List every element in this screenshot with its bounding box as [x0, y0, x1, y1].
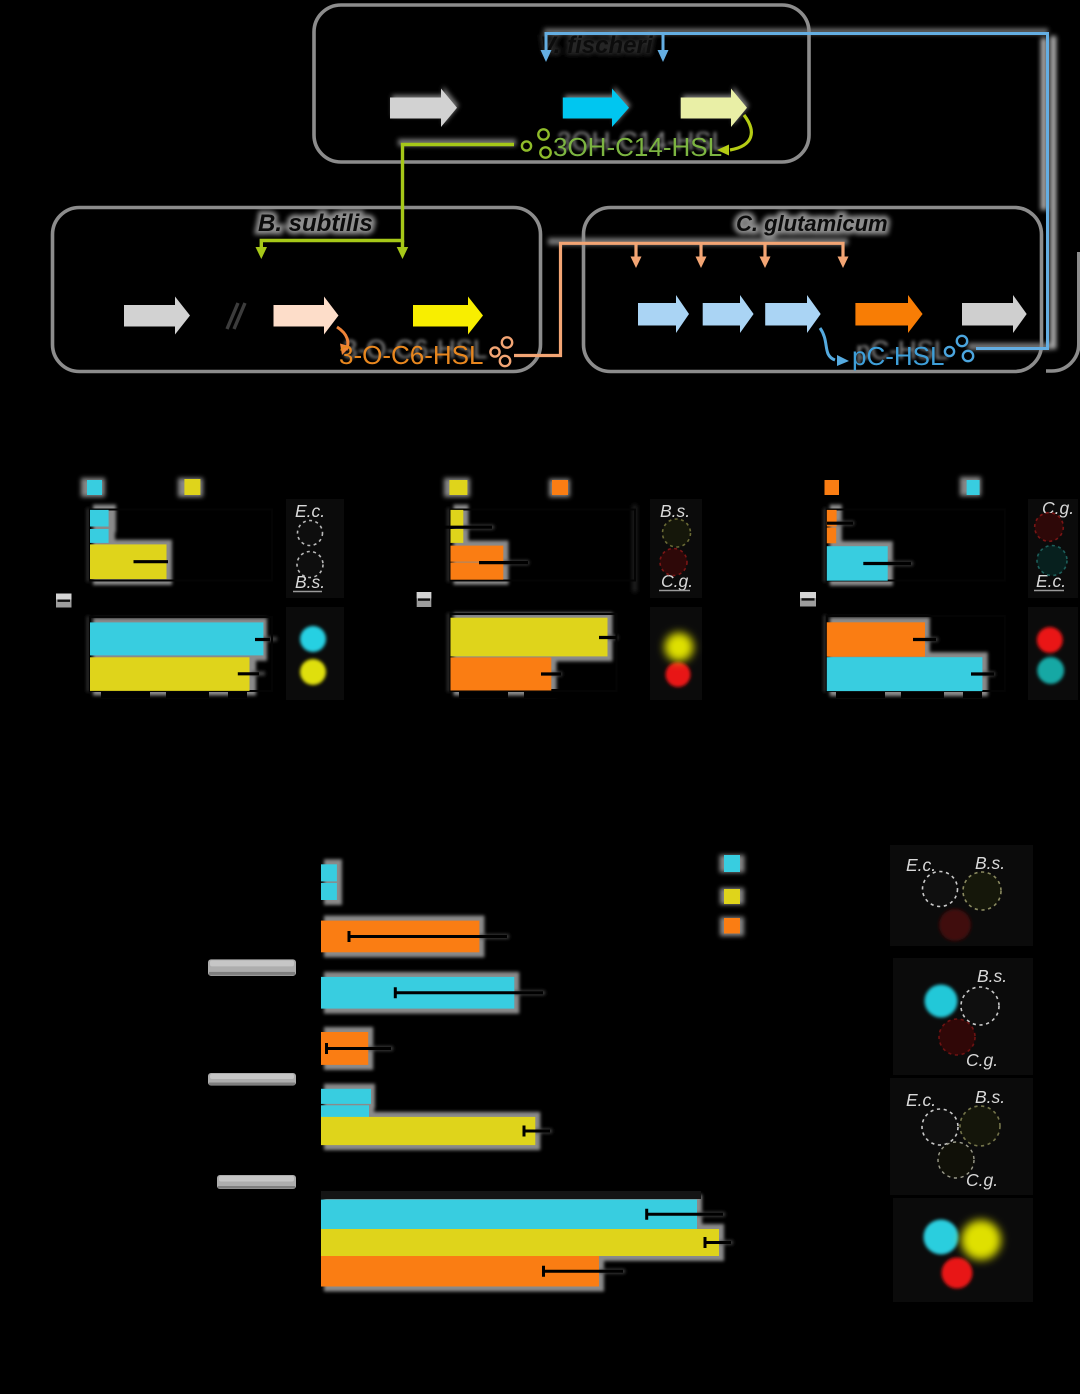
svg-text:B. subtilis: B. subtilis — [258, 210, 373, 237]
svg-text:B. subtilis: B. subtilis — [258, 210, 373, 237]
svg-text:B.s.: B.s. — [295, 572, 325, 592]
svg-text:V. fischeri: V. fischeri — [540, 32, 654, 59]
svg-text:3OH-C14-HSL: 3OH-C14-HSL — [557, 126, 726, 156]
svg-text:B.s.: B.s. — [975, 1087, 1005, 1107]
svg-text:V. fischeri: V. fischeri — [540, 32, 654, 59]
svg-text:3-O-C6-HSL: 3-O-C6-HSL — [339, 340, 483, 370]
svg-text:pC-HSL: pC-HSL — [852, 341, 944, 371]
svg-text:E.c.: E.c. — [1036, 571, 1066, 591]
svg-text:3-O-C6-HSL: 3-O-C6-HSL — [343, 334, 487, 364]
svg-text:B.s.: B.s. — [975, 853, 1005, 873]
svg-text:C.g.: C.g. — [661, 571, 693, 591]
svg-text:pC-HSL: pC-HSL — [856, 335, 948, 365]
svg-text:B.s.: B.s. — [977, 966, 1007, 986]
svg-text:E.c.: E.c. — [906, 855, 936, 875]
svg-text:3OH-C14-HSL: 3OH-C14-HSL — [553, 132, 722, 162]
svg-text:C.g.: C.g. — [966, 1050, 998, 1070]
svg-text:E.c.: E.c. — [906, 1090, 936, 1110]
svg-text:E.c.: E.c. — [295, 501, 325, 521]
svg-text:C. glutamicum: C. glutamicum — [736, 211, 888, 236]
svg-text:C.g.: C.g. — [966, 1170, 998, 1190]
svg-text:C. glutamicum: C. glutamicum — [736, 211, 888, 236]
svg-text:B.s.: B.s. — [660, 501, 690, 521]
